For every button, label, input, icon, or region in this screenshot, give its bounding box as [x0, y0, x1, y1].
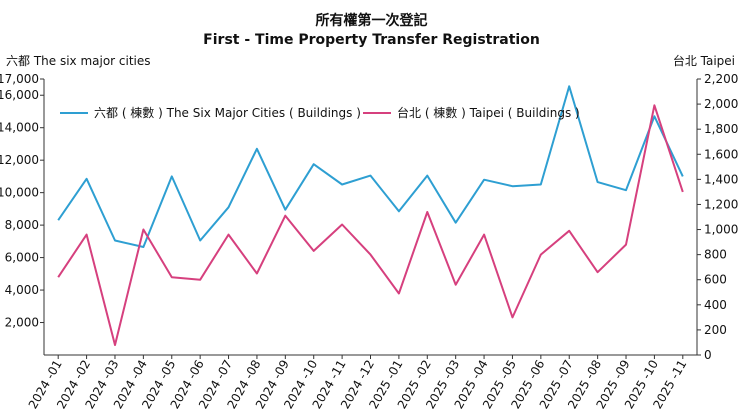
right-tick-label: 400 — [704, 298, 727, 312]
series-line-1 — [57, 85, 684, 248]
left-tick-label: 2,000 — [5, 316, 39, 330]
left-tick-label: 6,000 — [5, 251, 39, 265]
chart-title: 所有權第一次登記 — [315, 13, 428, 29]
right-axis-title: 台北 Taipei — [672, 54, 735, 68]
left-tick-label: 4,000 — [5, 283, 39, 297]
right-tick-label: 1,200 — [704, 197, 738, 211]
right-tick-label: 1,600 — [704, 147, 738, 161]
left-axis-title: 六都 The six major cities — [6, 54, 151, 68]
right-tick-label: 0 — [704, 348, 712, 362]
legend-label-1: 六都 ( 棟數 ) The Six Major Cities ( Buildin… — [94, 105, 361, 120]
right-tick-label: 1,000 — [704, 223, 738, 237]
right-tick-label: 2,200 — [704, 72, 738, 86]
chart-subtitle: First - Time Property Transfer Registrat… — [203, 32, 540, 48]
right-tick-label: 1,800 — [704, 122, 738, 136]
left-tick-label: 12,000 — [0, 153, 39, 167]
right-tick-label: 1,400 — [704, 172, 738, 186]
left-tick-label: 17,000 — [0, 72, 39, 86]
legend-label-2: 台北 ( 棟數 ) Taipei ( Buildings ) — [397, 105, 580, 120]
left-tick-label: 10,000 — [0, 186, 39, 200]
right-tick-label: 600 — [704, 273, 727, 287]
left-tick-label: 8,000 — [5, 218, 39, 232]
right-tick-label: 200 — [704, 323, 727, 337]
right-tick-label: 2,000 — [704, 97, 738, 111]
left-tick-label: 16,000 — [0, 88, 39, 102]
left-tick-label: 14,000 — [0, 121, 39, 135]
right-tick-label: 800 — [704, 248, 727, 262]
series-line-2 — [57, 104, 684, 346]
